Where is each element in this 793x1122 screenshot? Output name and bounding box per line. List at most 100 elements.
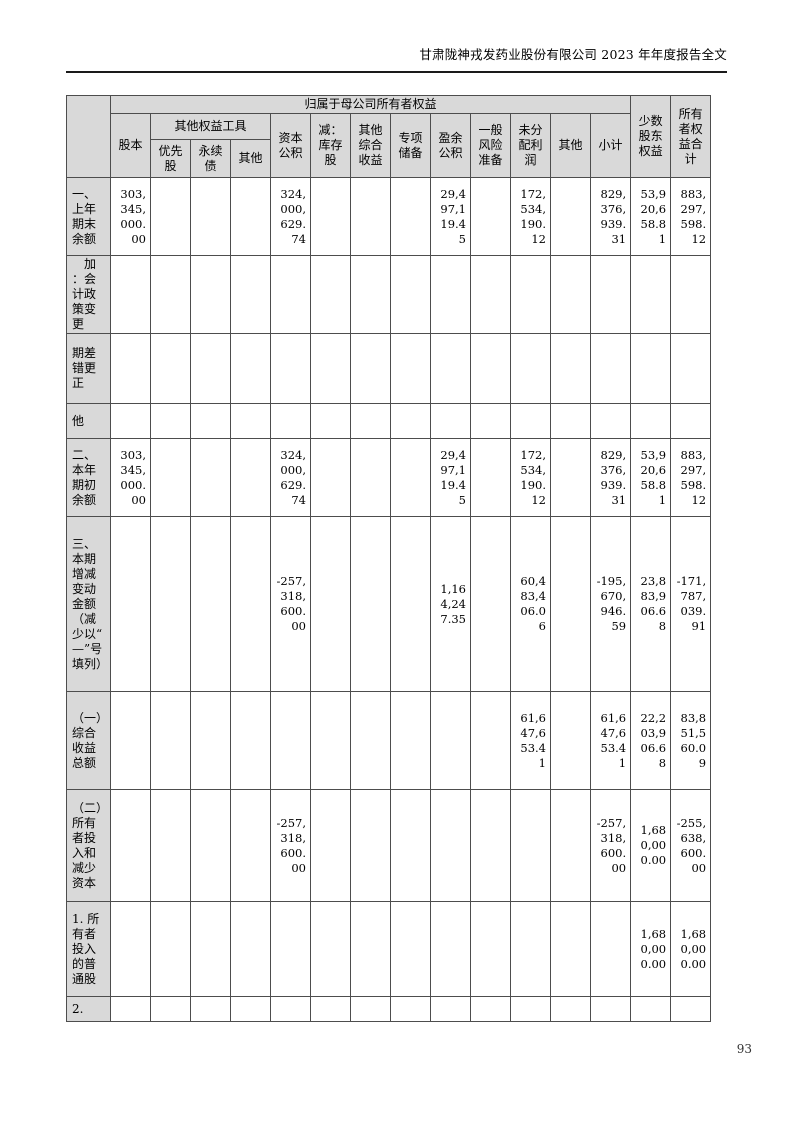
- table-header: 归属于母公司所有者权益 少数股东权益 所有者权益合计 股本 其他权益工具 资本公…: [66, 95, 712, 178]
- table-row: 一、上年期末余额 303,345,000.00 324,000,629.74 29,4…: [66, 177, 712, 256]
- value-cell: [430, 996, 471, 1022]
- value-cell: 61,647,653.41: [510, 691, 551, 790]
- value-cell: 303,345,000.00: [110, 177, 151, 256]
- value-cell: 53,920,658.81: [630, 177, 672, 256]
- value-cell: [550, 996, 591, 1022]
- value-cell: [230, 438, 271, 517]
- value-cell: [430, 691, 471, 790]
- value-cell: 22,203,906.68: [630, 691, 672, 790]
- col-header-other-equity-instruments: 其他权益工具: [150, 113, 271, 140]
- value-cell: 1,680,000.00: [630, 901, 672, 997]
- equity-table: 归属于母公司所有者权益 少数股东权益 所有者权益合计 股本 其他权益工具 资本公…: [66, 95, 712, 1022]
- value-cell: [390, 789, 431, 902]
- value-cell: [110, 789, 151, 902]
- value-cell: [470, 177, 511, 256]
- row-label: 二、本年期初余额: [66, 438, 111, 517]
- value-cell: [270, 333, 311, 404]
- value-cell: [670, 255, 712, 334]
- value-cell: [230, 333, 271, 404]
- table-row: 他: [66, 403, 712, 439]
- table-row: 三、本期增减变动金额（减少以“—”号填列） -257,318,600.00 1,16…: [66, 516, 712, 692]
- value-cell: [510, 255, 551, 334]
- value-cell: [470, 516, 511, 692]
- value-cell: [230, 901, 271, 997]
- table-row: 期差错更正: [66, 333, 712, 404]
- value-cell: 29,497,119.45: [430, 438, 471, 517]
- value-cell: [350, 333, 391, 404]
- value-cell: [670, 333, 712, 404]
- value-cell: [190, 438, 231, 517]
- page-number: 93: [736, 1042, 752, 1056]
- value-cell: [390, 901, 431, 997]
- corner-cell: [66, 95, 111, 178]
- value-cell: [190, 516, 231, 692]
- col-header-special-reserve: 专项储备: [390, 113, 431, 178]
- value-cell: [670, 403, 712, 439]
- value-cell: [110, 333, 151, 404]
- value-cell: [350, 516, 391, 692]
- value-cell: [390, 255, 431, 334]
- value-cell: 60,483,406.06: [510, 516, 551, 692]
- row-label: 加：会计政策变更: [66, 255, 111, 334]
- value-cell: [150, 691, 191, 790]
- value-cell: [110, 516, 151, 692]
- col-header-surplus-reserve: 盈余公积: [430, 113, 471, 178]
- value-cell: 1,680,000.00: [630, 789, 672, 902]
- value-cell: [510, 403, 551, 439]
- value-cell: [589, 333, 632, 404]
- value-cell: [390, 177, 431, 256]
- value-cell: -257,318,600.00: [270, 516, 311, 692]
- value-cell: [550, 901, 591, 997]
- value-cell: [150, 901, 191, 997]
- value-cell: 829,376,939.31: [589, 177, 632, 256]
- value-cell: [350, 438, 391, 517]
- value-cell: [550, 177, 591, 256]
- value-cell: -195,670,946.59: [589, 516, 632, 692]
- value-cell: 303,345,000.00: [110, 438, 151, 517]
- value-cell: [310, 403, 351, 439]
- value-cell: [430, 333, 471, 404]
- value-cell: [110, 996, 151, 1022]
- row-label: 期差错更正: [66, 333, 111, 404]
- value-cell: [270, 403, 311, 439]
- value-cell: [230, 691, 271, 790]
- col-header-capital-reserve: 资本公积: [270, 113, 311, 178]
- value-cell: [630, 255, 672, 334]
- value-cell: [589, 996, 632, 1022]
- value-cell: -257,318,600.00: [270, 789, 311, 902]
- value-cell: [430, 403, 471, 439]
- value-cell: -255,638,600.00: [670, 789, 712, 902]
- value-cell: [470, 789, 511, 902]
- value-cell: [150, 333, 191, 404]
- col-header-subtotal: 小计: [589, 113, 632, 178]
- value-cell: [190, 996, 231, 1022]
- col-header-less-treasury-shares: 减：库存股: [310, 113, 351, 178]
- value-cell: [310, 333, 351, 404]
- value-cell: [350, 691, 391, 790]
- value-cell: [190, 333, 231, 404]
- value-cell: 324,000,629.74: [270, 438, 311, 517]
- value-cell: [350, 255, 391, 334]
- value-cell: [510, 901, 551, 997]
- value-cell: [310, 255, 351, 334]
- value-cell: [550, 403, 591, 439]
- col-header-retained-profit: 未分配利润: [510, 113, 551, 178]
- value-cell: [630, 403, 672, 439]
- value-cell: -171,787,039.91: [670, 516, 712, 692]
- value-cell: [390, 996, 431, 1022]
- value-cell: [589, 901, 632, 997]
- value-cell: [190, 403, 231, 439]
- value-cell: [230, 177, 271, 256]
- value-cell: [150, 403, 191, 439]
- value-cell: [310, 901, 351, 997]
- value-cell: [430, 255, 471, 334]
- value-cell: [630, 333, 672, 404]
- table-row: 二、本年期初余额 303,345,000.00 324,000,629.74 29,4…: [66, 438, 712, 517]
- value-cell: [310, 996, 351, 1022]
- row-label: 一、上年期末余额: [66, 177, 111, 256]
- table-row: 1. 所有者投入的普通股 1,680,000.00 1,680,000.00: [66, 901, 712, 997]
- value-cell: 172,534,190.12: [510, 438, 551, 517]
- col-header-general-risk-reserve: 一般风险准备: [470, 113, 511, 178]
- value-cell: [310, 438, 351, 517]
